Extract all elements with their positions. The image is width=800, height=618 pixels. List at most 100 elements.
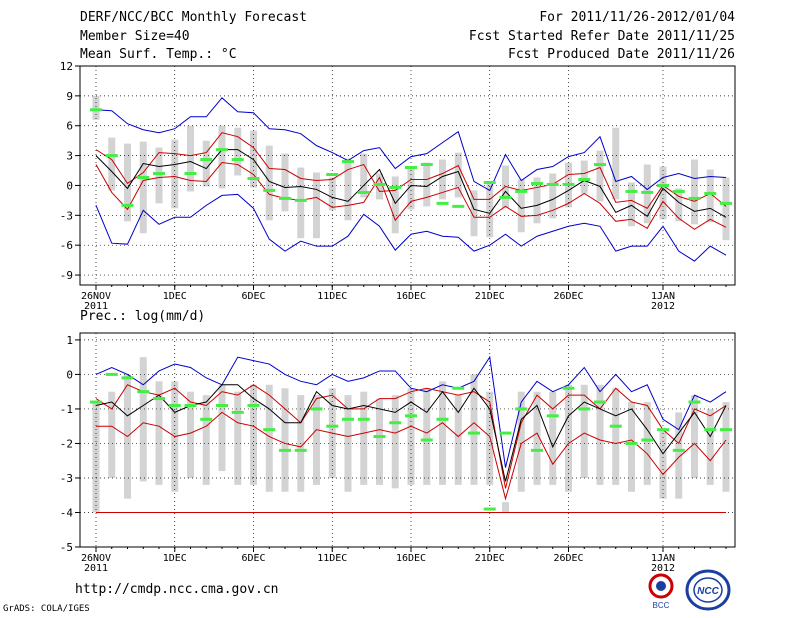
box-bar [486,181,494,238]
x-tick-label: 1DEC [163,553,187,564]
source-url[interactable]: http://cmdp.ncc.cma.gov.cn [75,582,279,597]
y-tick-label: -1 [60,403,73,416]
box-bar [360,391,368,485]
box-bar [628,402,635,492]
box-bar [454,395,462,485]
ncc-logo-text: NCC [697,586,719,597]
box-bar [281,388,289,492]
box-bar [423,388,431,485]
box-bar [234,391,242,485]
x-tick-year-label: 2012 [651,563,675,574]
y-tick-label: -9 [60,269,73,282]
box-bar [596,384,604,485]
box-bar [517,179,525,233]
box-bar [313,395,320,485]
x-tick-label: 11DEC [317,553,347,564]
box-bar [202,395,210,485]
fcst-started-date: Fcst Started Refer Date 2011/11/25 [468,29,735,44]
x-tick-label: 26NOV [81,553,111,564]
x-tick-year-label: 2011 [84,563,108,574]
series-p75-line [95,132,727,209]
box-bar [139,357,147,482]
y-tick-label: 3 [66,150,73,163]
box-bar [108,137,116,191]
x-tick-label: 6DEC [241,291,265,302]
box-bar [124,143,131,222]
box-bar [706,169,714,223]
x-tick-year-label: 2012 [651,301,675,312]
x-tick-label: 26NOV [81,291,111,302]
x-tick-label: 16DEC [396,553,426,564]
box-bar [281,153,289,212]
box-bar [360,153,368,198]
box-bar [376,173,383,200]
box-bar [187,125,194,192]
box-bar [407,167,415,210]
box-bar [580,160,588,194]
ncc-logo-icon: NCC [685,569,731,611]
y-tick-label: 0 [66,179,73,192]
grads-credit: GrADS: COLA/IGES [3,604,90,614]
box-bar [549,173,557,219]
series-max-line [95,355,727,468]
box-bar [643,402,651,485]
variable-label: Mean Surf. Temp.: °C [80,47,237,62]
box-bar [628,182,635,227]
box-bar [691,159,698,225]
x-tick-label: 26DEC [553,291,583,302]
plot-frame [79,332,736,548]
box-bar [155,147,163,204]
box-bar [439,381,446,485]
box-bar [265,384,273,492]
box-bar [517,391,525,492]
box-bar [533,177,541,224]
box-bar [297,167,305,239]
box-bar [533,391,541,485]
box-bar [659,166,667,220]
x-tick-label: 26DEC [553,553,583,564]
box-bar [659,429,667,499]
box-bar [391,176,399,234]
box-bar [706,408,714,485]
y-tick-label: -3 [60,209,73,222]
box-bar [596,150,604,202]
box-bar [391,395,399,489]
box-bar [439,159,446,200]
box-bar [313,172,320,239]
box-bar [565,384,572,492]
box-bar [423,162,431,207]
box-bar [502,502,509,513]
box-bar [407,388,415,485]
plot-frame [79,65,736,286]
member-size: Member Size=40 [80,29,190,44]
fcst-produced-date: Fcst Produced Date 2011/11/26 [508,47,735,62]
y-tick-label: 6 [66,120,73,133]
box-bar [549,391,557,485]
box-bar [675,412,683,499]
x-tick-label: 21DEC [475,291,505,302]
box-bar [612,127,620,200]
chart-title: DERF/NCC/BCC Monthly Forecast [80,10,307,25]
y-tick-label: -4 [60,506,74,519]
box-bar [265,145,273,221]
x-tick-label: 6DEC [241,553,265,564]
series-p25-line [96,411,727,501]
box-bar [722,177,730,241]
series-p75-line [95,384,727,489]
y-tick-label: 12 [60,60,73,73]
y-tick-label: -6 [60,239,73,252]
series-mean-line [95,149,727,218]
bcc-logo-icon: BCC [648,573,674,610]
box-bar [376,398,383,485]
box-bar [328,177,336,211]
box-bar [580,384,588,478]
box-bar [344,158,352,221]
box-bar [722,402,730,492]
box-bar [250,384,257,485]
x-tick-label: 16DEC [396,291,426,302]
y-tick-label: -2 [60,437,73,450]
box-bar [218,125,226,189]
